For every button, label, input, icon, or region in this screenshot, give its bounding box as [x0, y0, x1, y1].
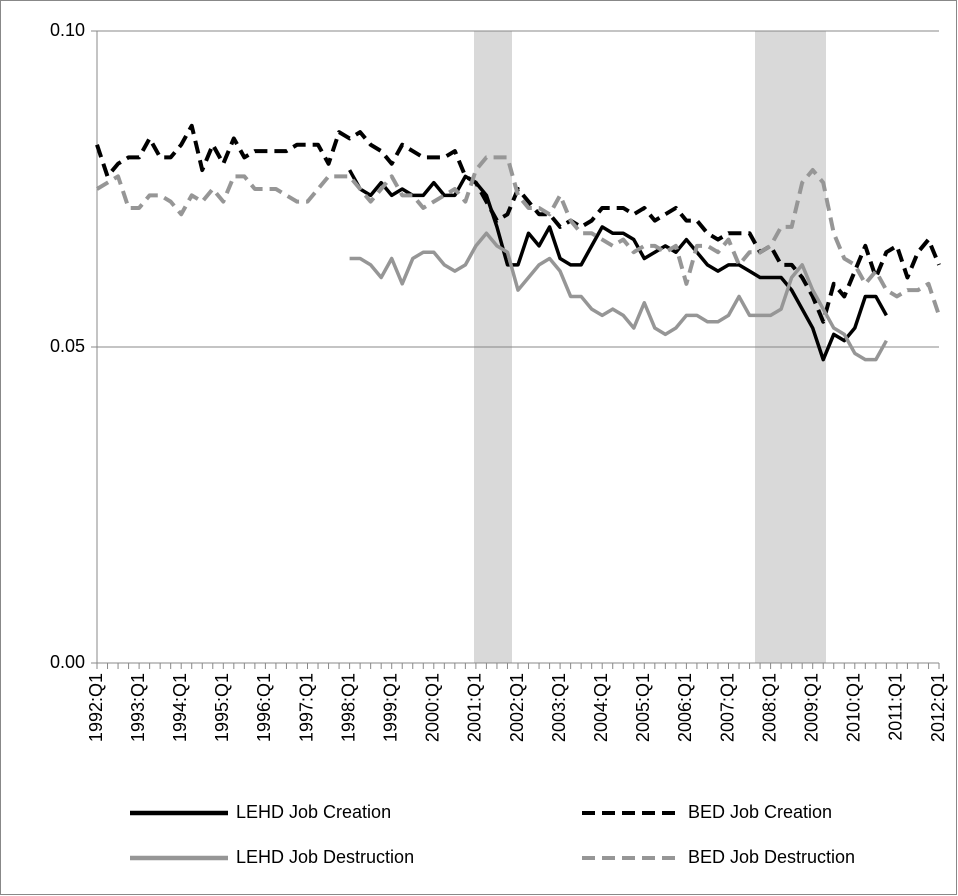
x-tick-label: 1998:Q1	[338, 673, 358, 742]
x-tick-label: 2003:Q1	[549, 673, 569, 742]
x-tick-label: 1996:Q1	[254, 673, 274, 742]
series-line	[349, 231, 888, 362]
x-tick-label: 2005:Q1	[633, 673, 653, 742]
x-tick-label: 1994:Q1	[170, 673, 190, 742]
legend-label: LEHD Job Creation	[236, 802, 391, 822]
y-tick-label: 0.10	[50, 20, 85, 40]
x-tick-label: 2000:Q1	[423, 673, 443, 742]
y-tick-label: 0.00	[50, 652, 85, 672]
x-tick-label: 1992:Q1	[86, 673, 106, 742]
x-tick-label: 2010:Q1	[844, 673, 864, 742]
legend-label: BED Job Creation	[688, 802, 832, 822]
x-tick-label: 2002:Q1	[507, 673, 527, 742]
x-tick-label: 1995:Q1	[212, 673, 232, 742]
x-tick-label: 2011:Q1	[886, 673, 906, 741]
x-tick-label: 2006:Q1	[675, 673, 695, 742]
x-tick-label: 2004:Q1	[591, 673, 611, 742]
x-tick-label: 1999:Q1	[380, 673, 400, 742]
x-tick-label: 1997:Q1	[296, 673, 316, 742]
legend-label: BED Job Destruction	[688, 847, 855, 867]
series-line	[95, 155, 941, 317]
x-tick-label: 2012:Q1	[928, 673, 948, 742]
series-line	[348, 169, 888, 362]
y-tick-label: 0.05	[50, 336, 85, 356]
legend-label: LEHD Job Destruction	[236, 847, 414, 867]
x-tick-label: 2001:Q1	[465, 673, 485, 742]
x-tick-label: 2009:Q1	[801, 673, 821, 742]
x-tick-label: 2007:Q1	[717, 673, 737, 742]
x-tick-label: 2008:Q1	[759, 673, 779, 742]
x-tick-label: 1993:Q1	[128, 673, 148, 742]
